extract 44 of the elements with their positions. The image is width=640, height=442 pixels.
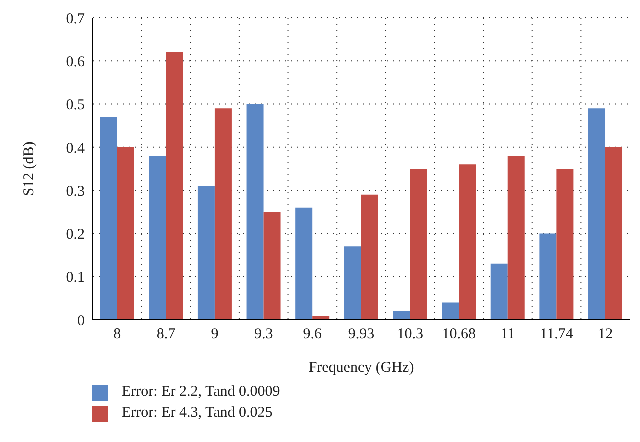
bar [296, 208, 313, 320]
bar [100, 117, 118, 320]
x-tick-label: 9.3 [254, 326, 274, 343]
x-axis-title: Frequency (GHz) [308, 360, 414, 376]
y-tick-label: 0.3 [66, 184, 85, 200]
x-tick-label: 10.3 [397, 326, 424, 343]
bar [264, 212, 281, 320]
y-axis-title: S12 (dB) [21, 142, 38, 196]
bar [442, 302, 460, 320]
bar [166, 52, 184, 320]
x-tick-label: 8.7 [156, 326, 176, 343]
bar [606, 147, 623, 320]
bar [214, 108, 232, 320]
bar [556, 169, 574, 320]
y-tick-label: 0.1 [66, 270, 85, 286]
y-tick-label: 0.2 [66, 227, 85, 244]
bar [344, 246, 362, 320]
legend-label: Error: Er 2.2, Tand 0.0009 [122, 384, 280, 401]
bar [540, 234, 557, 320]
bar [588, 108, 606, 320]
x-tick-label: 9.6 [303, 326, 323, 343]
bar [459, 164, 476, 320]
bar [393, 311, 410, 320]
x-tick-label: 11 [500, 326, 516, 343]
bar [246, 104, 264, 320]
x-tick-label: 12 [598, 326, 614, 343]
y-tick-label: 0.6 [66, 54, 86, 70]
y-tick-label: 0 [78, 313, 85, 330]
x-tick-label: 8 [114, 326, 122, 343]
x-tick-label: 9 [211, 326, 219, 343]
x-tick-label: 10.68 [442, 326, 476, 343]
y-tick-label: 0.5 [66, 98, 85, 114]
x-tick-label: 11.74 [540, 326, 574, 343]
y-tick-label: 0.7 [66, 11, 86, 28]
bar [508, 156, 525, 320]
bar [410, 169, 428, 320]
bar [117, 147, 134, 320]
y-tick-label: 0.4 [66, 140, 86, 157]
bar [149, 156, 166, 320]
x-tick-label: 9.93 [348, 326, 375, 343]
bar [490, 264, 508, 320]
bar [198, 186, 215, 320]
legend-label: Error: Er 4.3, Tand 0.025 [122, 405, 273, 422]
bar [361, 194, 378, 320]
